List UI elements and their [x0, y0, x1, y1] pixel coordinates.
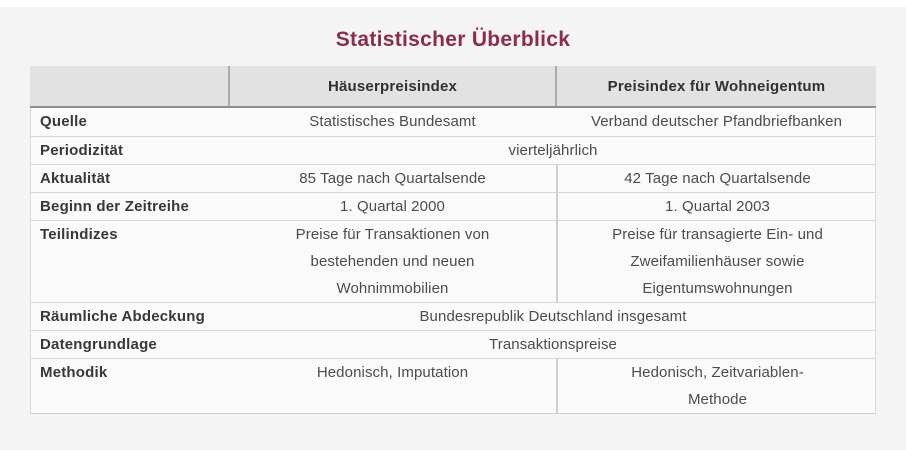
cell-value-spanned: Bundesrepublik Deutschland insgesamt — [229, 303, 877, 330]
row-label: Räumliche Abdeckung — [40, 308, 205, 325]
header-cell-preisindex-wohneigentum: Preisindex für Wohneigentum — [555, 66, 876, 106]
cell-value: 1. Quartal 2003 — [556, 193, 877, 220]
header-cell-empty — [30, 66, 228, 106]
row-label: Teilindizes — [40, 226, 118, 243]
cell-text: 1. Quartal 2000 — [340, 198, 445, 215]
cell-value: 42 Tage nach Quartalsende — [556, 165, 877, 192]
cell-value: Hedonisch, Zeitvariablen-Methode — [556, 359, 877, 413]
row-label: Beginn der Zeitreihe — [40, 198, 190, 215]
cell-value: 1. Quartal 2000 — [229, 193, 556, 220]
page: Statistischer Überblick Häuserpreisindex… — [0, 0, 906, 414]
cell-value: Hedonisch, Imputation — [229, 359, 556, 413]
cell-value-spanned: vierteljährlich — [229, 137, 877, 164]
table-row-datengrundlage: Datengrundlage Transaktionspreise — [31, 330, 875, 358]
row-label: Quelle — [40, 113, 88, 130]
statistical-overview-table: Häuserpreisindex Preisindex für Wohneige… — [30, 66, 876, 414]
cell-text: 42 Tage nach Quartalsende — [624, 170, 811, 187]
table-row-quelle: Quelle Statistisches Bundesamt Verband d… — [31, 108, 875, 136]
cell-text: Hedonisch, Imputation — [316, 364, 469, 381]
cell-text: Preise für transagierte Ein- und Zweifam… — [612, 226, 823, 297]
table-row-methodik: Methodik Hedonisch, Imputation Hedonisch… — [31, 358, 875, 413]
table-row-periodizitaet: Periodizität vierteljährlich — [31, 136, 875, 164]
cell-text: Preise für Transaktionen von bestehenden… — [295, 226, 490, 297]
header-cell-haeuserpreisindex: Häuserpreisindex — [228, 66, 555, 106]
row-label: Datengrundlage — [40, 336, 157, 353]
table-header-row: Häuserpreisindex Preisindex für Wohneige… — [30, 66, 876, 108]
cell-text: vierteljährlich — [508, 142, 598, 159]
cell-text: Bundesrepublik Deutschland insgesamt — [419, 308, 687, 325]
table-row-teilindizes: Teilindizes Preise für Transaktionen von… — [31, 220, 875, 302]
table-body: Quelle Statistisches Bundesamt Verband d… — [30, 108, 876, 414]
page-title: Statistischer Überblick — [335, 28, 571, 51]
row-label: Aktualität — [40, 170, 111, 187]
cell-value: Preise für transagierte Ein- und Zweifam… — [556, 221, 877, 302]
cell-text: 85 Tage nach Quartalsende — [299, 170, 486, 187]
cell-text: 1. Quartal 2003 — [665, 198, 770, 215]
cell-text: Verband deutscher Pfandbriefbanken — [590, 113, 843, 130]
table-row-aktualitaet: Aktualität 85 Tage nach Quartalsende 42 … — [31, 164, 875, 192]
cell-text: Transaktionspreise — [489, 336, 617, 353]
table-row-raeumliche-abdeckung: Räumliche Abdeckung Bundesrepublik Deuts… — [31, 302, 875, 330]
row-label: Periodizität — [40, 142, 124, 159]
cell-value: Statistisches Bundesamt — [229, 108, 556, 136]
cell-text: Hedonisch, Zeitvariablen-Methode — [631, 364, 804, 408]
table-row-beginn-der-zeitreihe: Beginn der Zeitreihe 1. Quartal 2000 1. … — [31, 192, 875, 220]
cell-value: 85 Tage nach Quartalsende — [229, 165, 556, 192]
cell-value-spanned: Transaktionspreise — [229, 331, 877, 358]
cell-value: Verband deutscher Pfandbriefbanken — [556, 108, 877, 136]
top-strip — [0, 0, 906, 7]
row-label: Methodik — [40, 364, 108, 381]
cell-value: Preise für Transaktionen von bestehenden… — [229, 221, 556, 302]
cell-text: Statistisches Bundesamt — [309, 113, 476, 130]
